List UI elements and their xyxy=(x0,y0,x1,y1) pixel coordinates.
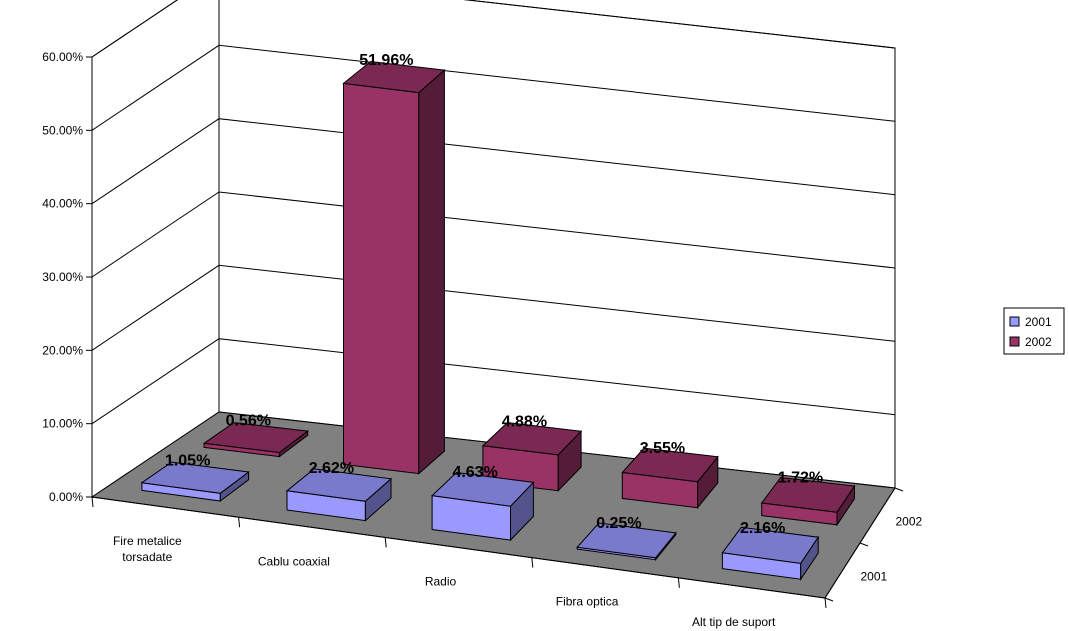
data-label-2002-4: 1.72% xyxy=(778,470,823,487)
x-tick xyxy=(384,537,387,548)
bar-2001-3-top xyxy=(576,522,677,559)
bar-2002-3-top xyxy=(621,447,719,483)
x-tick xyxy=(677,577,680,588)
data-label-2002-1: 51.96% xyxy=(359,52,413,69)
data-label-2001-4: 2.16% xyxy=(740,520,785,537)
bar-2002-1-top xyxy=(342,60,446,94)
x-axis-line xyxy=(91,496,826,599)
data-label-2002-0: 0.56% xyxy=(226,412,271,429)
category-label: torsadate xyxy=(122,550,172,564)
category-label: Fibra optica xyxy=(556,595,619,609)
gridline xyxy=(91,118,896,205)
gridline xyxy=(91,264,896,351)
data-label-2001-0: 1.05% xyxy=(165,453,210,470)
data-label-2002-3: 3.55% xyxy=(640,440,685,457)
depth-tick xyxy=(894,487,904,492)
data-label-2001-2: 4.63% xyxy=(452,464,497,481)
y-tick-label: 0.00% xyxy=(49,490,83,504)
category-label: Radio xyxy=(425,575,457,589)
bar-2002-0-top xyxy=(202,422,309,454)
x-tick xyxy=(531,557,534,568)
bar-2001-0-top xyxy=(140,461,250,494)
y-tick-label: 60.00% xyxy=(42,50,83,64)
depth-label: 2001 xyxy=(861,570,888,584)
category-label: Fire metalice xyxy=(113,534,182,548)
legend-swatch-2001 xyxy=(1009,316,1020,327)
bar-2001-2-top xyxy=(430,471,535,507)
legend-label-2002: 2002 xyxy=(1025,335,1052,349)
side-wall xyxy=(91,0,220,498)
gridline xyxy=(91,191,896,278)
y-tick-label: 40.00% xyxy=(42,197,83,211)
y-tick-label: 50.00% xyxy=(42,123,83,137)
depth-tick xyxy=(859,542,869,547)
depth-label: 2002 xyxy=(896,515,923,529)
bar-2002-1-front xyxy=(343,82,420,475)
gridline xyxy=(91,44,896,131)
x-tick xyxy=(91,496,94,508)
bar-2002-1-side xyxy=(418,68,445,475)
gridline xyxy=(91,0,896,58)
bar-2002-2-top xyxy=(481,422,583,456)
x-tick xyxy=(824,597,827,609)
data-label-2002-2: 4.88% xyxy=(502,414,547,431)
back-wall xyxy=(218,0,896,489)
depth-tick xyxy=(824,597,834,602)
data-label-2001-3: 0.25% xyxy=(596,515,641,532)
y-tick-label: 10.00% xyxy=(42,417,83,431)
category-label: Alt tip de suport xyxy=(692,615,776,629)
y-tick-label: 20.00% xyxy=(42,343,83,357)
bar-2001-1-top xyxy=(285,468,393,502)
x-tick xyxy=(238,517,241,528)
bar-2002-4-top xyxy=(760,476,856,513)
legend-swatch-2002 xyxy=(1009,336,1020,347)
y-tick-label: 30.00% xyxy=(42,270,83,284)
legend-label-2001: 2001 xyxy=(1025,315,1052,329)
category-label: Cablu coaxial xyxy=(258,554,330,568)
gridline xyxy=(91,338,896,425)
data-label-2001-1: 2.62% xyxy=(309,460,354,477)
bar-2001-4-top xyxy=(721,526,820,564)
